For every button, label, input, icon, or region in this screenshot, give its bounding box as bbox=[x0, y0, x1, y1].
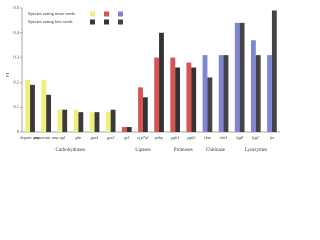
bar bbox=[218, 55, 224, 133]
x-tick-label: lygC bbox=[252, 135, 260, 140]
legend-swatch bbox=[118, 11, 123, 17]
x-tick-label: pnlip bbox=[154, 135, 163, 140]
group-label: Chitinase bbox=[206, 148, 226, 153]
x-tick-label: pgb2 bbox=[186, 135, 195, 140]
y-axis-label: FI bbox=[5, 73, 10, 78]
bar bbox=[154, 57, 160, 132]
bar bbox=[41, 79, 47, 132]
bar bbox=[126, 127, 132, 132]
legend-label: Species eating less seeds bbox=[28, 19, 73, 24]
x-tick-label: pgb1 bbox=[170, 135, 179, 140]
bar bbox=[25, 79, 31, 132]
x-tick-label: chia bbox=[204, 135, 211, 140]
x-tick-label: gbe bbox=[76, 135, 82, 140]
x-tick-label: gaa1 bbox=[91, 135, 99, 140]
bar bbox=[234, 22, 240, 133]
legend-swatch bbox=[118, 19, 123, 25]
bar bbox=[159, 32, 164, 132]
bar bbox=[170, 57, 176, 132]
x-tick-label: gys2 bbox=[107, 135, 114, 140]
bar bbox=[186, 62, 192, 133]
bar bbox=[73, 109, 79, 132]
bar bbox=[89, 112, 95, 132]
bar bbox=[239, 22, 245, 133]
x-tick-label: cyp7a1 bbox=[137, 135, 149, 140]
y-tick-label: 0 bbox=[17, 129, 20, 134]
bar bbox=[191, 67, 197, 132]
group-label: Lysozymes bbox=[245, 148, 268, 153]
group-label: Lipases bbox=[135, 148, 150, 153]
x-tick-label: gcl bbox=[124, 135, 130, 140]
bar bbox=[62, 109, 68, 132]
legend-swatch bbox=[104, 11, 109, 17]
legend-swatch bbox=[90, 11, 95, 17]
bar bbox=[271, 10, 277, 133]
bar bbox=[110, 109, 116, 132]
legend-swatch bbox=[90, 19, 95, 25]
bar bbox=[207, 77, 213, 132]
bar bbox=[223, 55, 229, 133]
bar bbox=[267, 55, 272, 133]
bar bbox=[57, 109, 63, 132]
bar bbox=[175, 67, 181, 132]
bar bbox=[105, 112, 111, 132]
bar bbox=[30, 84, 35, 132]
x-tick-label: hepatic amy bbox=[20, 135, 40, 140]
x-tick-label: agl bbox=[60, 135, 66, 140]
group-label: Carbohydrases bbox=[56, 148, 86, 153]
y-tick-label: 0.3 bbox=[13, 55, 19, 60]
bar bbox=[202, 55, 208, 133]
y-tick-label: 0.1 bbox=[13, 104, 19, 109]
bar bbox=[142, 97, 148, 132]
bar bbox=[121, 127, 127, 132]
bar bbox=[255, 55, 261, 133]
bar bbox=[46, 94, 52, 132]
x-tick-label: lyg8 bbox=[236, 135, 243, 140]
x-tick-label: pancreatic amy bbox=[33, 135, 59, 140]
y-tick-label: 0.5 bbox=[13, 5, 19, 10]
bar bbox=[250, 40, 256, 132]
bar bbox=[94, 112, 100, 132]
bar bbox=[78, 112, 84, 132]
chart: FI 0 0.1 0.2 0.3 0.4 0.5 hepatic amypancreatic… bbox=[5, 5, 280, 153]
legend-label: Species eating more seeds bbox=[28, 11, 75, 16]
legend-swatch bbox=[104, 19, 109, 25]
group-label: Proteases bbox=[174, 148, 193, 153]
y-tick-label: 0.4 bbox=[13, 30, 19, 35]
y-tick-label: 0.2 bbox=[13, 79, 19, 84]
bar bbox=[138, 87, 143, 132]
x-tick-label: lyz bbox=[270, 135, 275, 140]
x-tick-label: chit1 bbox=[220, 135, 228, 140]
